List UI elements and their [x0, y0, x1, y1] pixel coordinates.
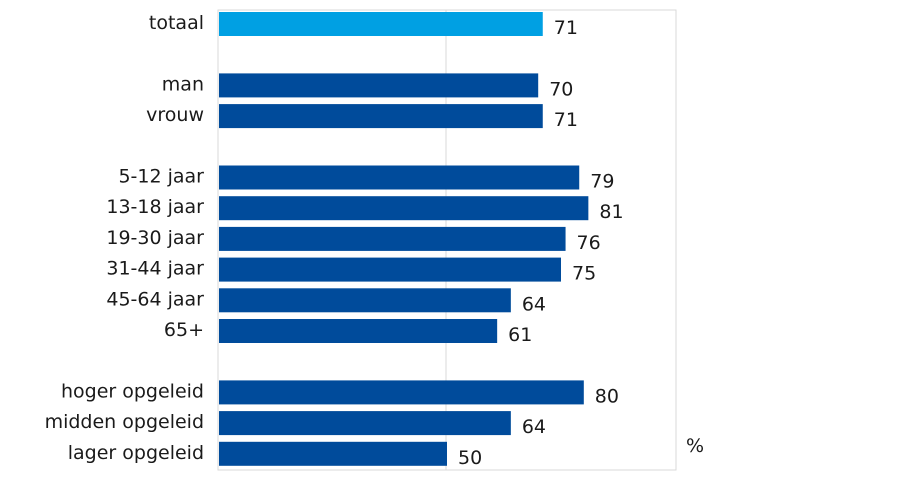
- category-label-totaal: totaal: [149, 12, 204, 34]
- value-label-13-18-jaar: 81: [599, 201, 623, 223]
- value-label-45-64-jaar: 64: [522, 293, 546, 315]
- category-label-19-30-jaar: 19-30 jaar: [106, 227, 204, 249]
- category-label-5-12-jaar: 5-12 jaar: [118, 166, 204, 188]
- value-label-lager-opgeleid: 50: [458, 447, 482, 469]
- value-label-5-12-jaar: 79: [590, 171, 614, 193]
- value-label-31-44-jaar: 75: [572, 263, 596, 285]
- bar-man: [219, 73, 539, 98]
- bar-5-12-jaar: [219, 165, 580, 190]
- category-label-vrouw: vrouw: [146, 104, 204, 126]
- category-label-lager-opgeleid: lager opgeleid: [68, 442, 204, 464]
- plot-frame: [217, 9, 677, 471]
- category-label-man: man: [162, 73, 204, 95]
- category-label-13-18-jaar: 13-18 jaar: [106, 196, 204, 218]
- category-label-midden-opgeleid: midden opgeleid: [45, 411, 204, 433]
- value-label-vrouw: 71: [554, 109, 578, 131]
- category-label-45-64-jaar: 45-64 jaar: [106, 288, 204, 310]
- bar-65: [219, 319, 498, 343]
- bar-vrouw: [219, 104, 543, 129]
- value-label-man: 70: [549, 78, 573, 100]
- value-label-hoger-opgeleid: 80: [595, 385, 619, 407]
- value-label-midden-opgeleid: 64: [522, 416, 546, 438]
- bar-totaal: [219, 12, 543, 36]
- bar-31-44-jaar: [219, 257, 561, 282]
- bar-hoger-opgeleid: [219, 380, 584, 405]
- category-label-31-44-jaar: 31-44 jaar: [106, 258, 204, 280]
- category-label-hoger-opgeleid: hoger opgeleid: [61, 380, 204, 402]
- bar-19-30-jaar: [219, 226, 566, 251]
- category-label-65: 65+: [164, 319, 204, 341]
- bar-45-64-jaar: [219, 288, 511, 313]
- unit-label: %: [686, 435, 704, 457]
- category-labels: totaal man vrouw 5-12 jaar 13-18 jaar 19-30 j…: [45, 12, 205, 464]
- bars-group: [219, 12, 589, 466]
- bar-13-18-jaar: [219, 196, 589, 221]
- bar-midden-opgeleid: [219, 411, 511, 436]
- bar-lager-opgeleid: [219, 441, 447, 466]
- value-label-19-30-jaar: 76: [577, 232, 601, 254]
- value-label-65: 61: [508, 324, 532, 346]
- value-label-totaal: 71: [554, 17, 578, 39]
- value-labels: 71 70 71 79 81 76 75 64 61 80 64 50: [458, 17, 624, 469]
